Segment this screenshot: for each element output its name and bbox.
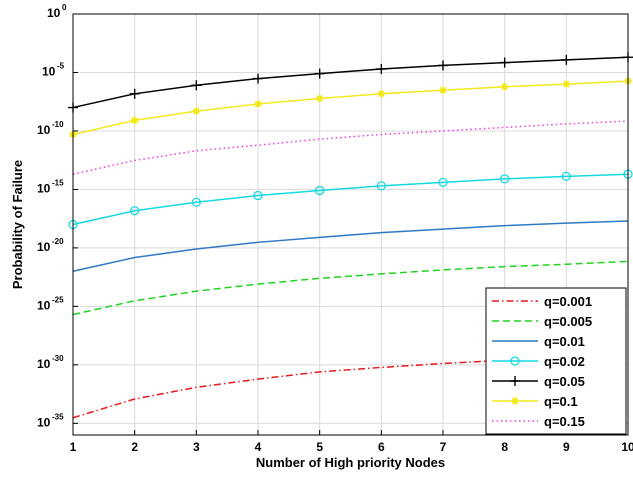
plot-frame [72,13,629,436]
y-tick-label: 10 [42,64,56,78]
legend-item: q=0.01 [492,334,585,349]
series-q-0-01 [72,220,629,273]
y-tick-exponent: -25 [52,295,64,304]
legend-item: q=0.005 [492,314,592,329]
legend-label: q=0.001 [544,294,592,309]
legend-label: q=0.15 [544,414,585,429]
series-q-0-02-marker [130,206,140,216]
x-tick-label: 8 [501,440,508,454]
legend-item: q=0.001 [492,294,592,309]
legend-item: q=0.1 [492,394,578,409]
series-q-0-1-marker [439,86,447,95]
x-tick-label: 9 [563,440,570,454]
legend-label: q=0.01 [544,334,585,349]
series-q-0-1 [69,77,632,139]
series-q-0-05-marker [314,68,325,79]
legend-label: q=0.005 [544,314,592,329]
y-tick-label: 10 [37,240,51,254]
series-q-0-05-line [72,56,629,109]
series-q-0-02-marker [191,197,201,207]
x-tick-label: 7 [440,440,447,454]
x-axis-label: Number of High priority Nodes [256,455,445,470]
series-q-0-05-marker [253,73,263,84]
x-tick-label: 3 [193,440,200,454]
y-tick-exponent: -15 [52,178,64,187]
legend: q=0.001 q=0.005 q=0.01 q=0.02 q=0.05 q=0.1 q=0… [485,287,627,435]
y-tick-label: 10 [37,181,51,195]
x-tick-label: 6 [378,440,385,454]
y-tick-label: 10 [37,298,51,312]
legend-label: q=0.02 [544,354,585,369]
y-tick-label: 10 [37,123,51,137]
x-tick-label: 5 [316,440,323,454]
series-q-0-05-marker [438,60,448,71]
y-tick-label: 10 [37,415,51,429]
legend-item: q=0.05 [492,374,585,389]
x-tick-label: 4 [255,440,262,454]
series-q-0-02-marker [500,174,510,184]
series-q-0-01-line [72,220,629,273]
series-q-0-02-marker [253,190,263,201]
series-q-0-1-marker [254,100,262,109]
series-q-0-15-line [72,120,629,175]
series-q-0-02-marker [438,177,448,188]
x-tick-label: 2 [131,440,138,454]
series-q-0-1-line [72,80,629,136]
series-q-0-1-marker [315,94,324,103]
series-q-0-1-marker [562,80,571,89]
series-q-0-05 [68,52,633,113]
legend-item: q=0.02 [492,354,585,369]
series-q-0-1-marker [130,116,139,125]
series-q-0-02-marker [376,181,386,191]
y-tick-label: 10 [37,357,51,371]
y-tick-exponent: -5 [57,61,65,70]
y-tick-exponent: 0 [62,3,67,12]
x-tick-label: 10 [621,440,633,454]
series-q-0-005 [72,260,629,316]
legend-marker [510,356,520,366]
y-tick-exponent: -10 [52,120,64,129]
legend-marker [511,397,519,405]
series-q-0-02-marker [561,171,571,182]
series-q-0-1-marker [377,89,386,98]
y-tick-label: 10 [47,6,61,20]
y-tick-exponent: -30 [52,354,64,363]
series-q-0-005-line [72,260,629,316]
legend-label: q=0.1 [544,394,578,409]
series-q-0-15 [72,120,629,175]
legend-label: q=0.05 [544,374,585,389]
series-q-0-05-marker [499,57,510,68]
series-q-0-1-marker [192,107,201,116]
series-q-0-02-marker [315,185,325,196]
series-q-0-02 [68,169,633,230]
legend-marker [510,376,520,386]
series-q-0-1-marker [500,82,509,91]
x-axis: 1 2 3 4 5 6 7 8 9 10 [70,430,633,454]
series-q-0-05-marker [376,63,387,74]
series-q-0-05-marker [129,88,140,99]
y-tick-exponent: -20 [52,237,64,246]
series-q-0-02-line [72,173,629,226]
legend-item: q=0.15 [492,414,585,429]
series-q-0-05-marker [191,80,202,91]
y-axis-label: Probability of Failure [10,160,25,289]
y-tick-exponent: -35 [52,412,64,421]
x-tick-label: 1 [70,440,77,454]
series-q-0-05-marker [561,54,572,65]
